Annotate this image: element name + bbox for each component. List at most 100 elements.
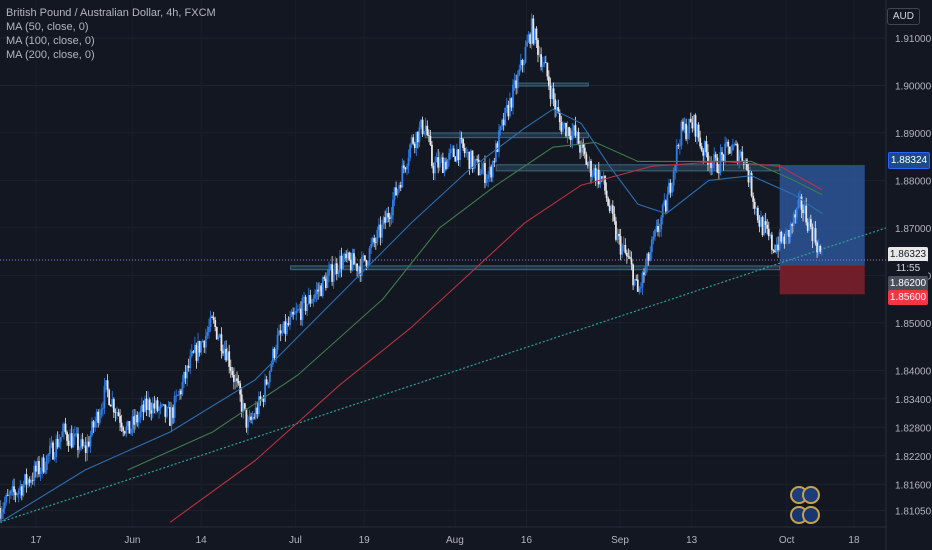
candle-body	[342, 259, 344, 269]
candle-body	[697, 124, 700, 138]
candle-body	[802, 209, 804, 214]
ma100-legend[interactable]: MA (100, close, 0)	[6, 35, 95, 47]
candle-body	[736, 144, 739, 163]
candle-body	[237, 380, 240, 384]
candle-body	[674, 165, 677, 172]
candle-body	[192, 351, 195, 353]
candle-body	[629, 257, 631, 259]
candle-body	[156, 400, 159, 411]
candle-body	[622, 245, 625, 247]
candle-body	[479, 174, 482, 176]
candle-body	[607, 198, 610, 206]
candle-body	[281, 332, 284, 334]
candle-body	[87, 441, 90, 447]
candle-body	[70, 433, 73, 448]
candle-body	[179, 390, 182, 395]
candle-body	[615, 221, 617, 240]
candle-body	[125, 426, 128, 434]
candle-body	[233, 374, 235, 382]
candle-body	[290, 311, 293, 317]
support-resistance-zone	[290, 265, 781, 271]
candle-body	[63, 423, 65, 432]
candle-body	[75, 433, 78, 435]
candle-body	[223, 348, 226, 354]
x-tick-label: 16	[521, 535, 533, 546]
candle-body	[485, 179, 488, 183]
candle-body	[429, 135, 432, 145]
ma50-legend[interactable]: MA (50, close, 0)	[6, 21, 89, 33]
candle-body	[543, 62, 546, 65]
candle-body	[159, 404, 162, 409]
candle-body	[392, 199, 394, 216]
candle-body	[334, 263, 337, 275]
candle-body	[700, 146, 703, 151]
candle-body	[234, 378, 237, 382]
stop-loss-zone	[779, 265, 865, 295]
candle-body	[19, 486, 22, 491]
candle-body	[774, 250, 776, 252]
candle-body	[228, 351, 231, 367]
candle-body	[264, 379, 266, 402]
economic-events[interactable]	[788, 484, 822, 524]
candle-body	[345, 253, 348, 259]
candle-body	[647, 253, 650, 261]
candle-body	[50, 442, 53, 446]
symbol-title[interactable]: British Pound / Australian Dollar, 4h, F…	[6, 7, 216, 19]
candle-body	[176, 395, 179, 397]
candle-body	[390, 215, 393, 219]
au-flag-icon[interactable]	[802, 506, 820, 524]
candle-body	[490, 166, 493, 178]
candle-body	[526, 41, 528, 47]
candle-body	[268, 371, 271, 383]
candle-body	[792, 214, 795, 226]
candle-body	[2, 508, 5, 513]
currency-label[interactable]: AUD	[886, 8, 920, 25]
candle-body	[800, 196, 803, 210]
candle-body	[449, 149, 452, 154]
candle-body	[25, 474, 28, 485]
support-resistance-zone	[495, 164, 781, 172]
candle-body	[306, 304, 309, 311]
candle-body	[756, 207, 759, 221]
candle-body	[580, 142, 583, 153]
candle-body	[48, 445, 51, 455]
ma200-legend[interactable]: MA (200, close, 0)	[6, 49, 95, 61]
candle-body	[438, 158, 441, 168]
candle-body	[293, 313, 296, 315]
candle-body	[789, 224, 792, 237]
candle-body	[448, 153, 450, 160]
candle-body	[315, 289, 318, 294]
candle-body	[161, 404, 164, 406]
candle-body	[728, 146, 731, 154]
candle-body	[22, 484, 25, 496]
candle-body	[387, 213, 390, 218]
candle-body	[307, 295, 310, 305]
candle-body	[30, 480, 33, 483]
candle-body	[368, 248, 371, 263]
candle-body	[331, 264, 334, 282]
candle-body	[329, 264, 332, 270]
candle-body	[474, 159, 477, 162]
candle-body	[604, 175, 606, 191]
candle-body	[321, 277, 324, 297]
candle-body	[819, 246, 822, 252]
candle-body	[340, 255, 343, 269]
candle-body	[385, 213, 388, 223]
candle-body	[761, 217, 764, 235]
candle-body	[504, 107, 507, 126]
candle-body	[529, 34, 532, 44]
candle-body	[671, 185, 673, 193]
candle-body	[240, 394, 243, 412]
candle-body	[749, 172, 751, 183]
y-tick-label: 1.81050	[895, 506, 932, 517]
candle-body	[172, 407, 174, 418]
candle-body	[247, 420, 249, 428]
uk-flag-icon[interactable]	[802, 486, 820, 504]
candle-body	[507, 105, 510, 117]
candle-body	[491, 161, 494, 178]
candle-body	[544, 62, 547, 63]
trendline	[0, 227, 887, 523]
candle-body	[627, 256, 630, 258]
candle-body	[579, 145, 581, 153]
